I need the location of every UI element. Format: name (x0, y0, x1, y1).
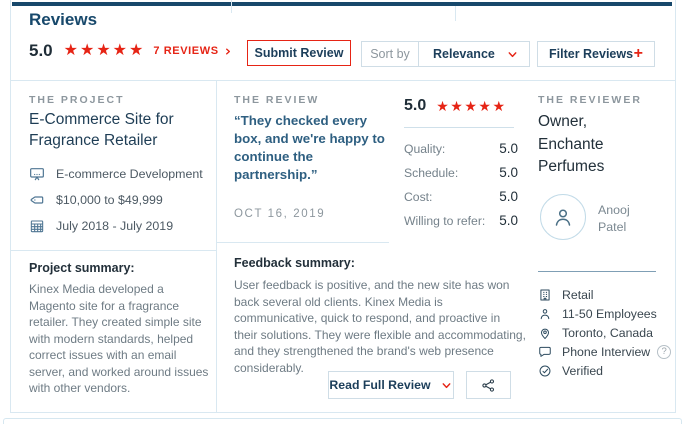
tab-divider-right (455, 6, 456, 21)
sort-selected-value: Relevance (433, 47, 495, 61)
feedback-summary-text: User feedback is positive, and the new s… (234, 278, 526, 375)
overall-score: 5.0 (29, 41, 53, 60)
reviewer-avatar (540, 194, 586, 240)
rating-metrics: Quality: 5.0 Schedule: 5.0 Cost: 5.0 Wil… (404, 137, 518, 233)
reviewer-detail-verified: Verified (538, 361, 671, 380)
plus-icon: + (633, 45, 643, 62)
metric-quality: Quality: 5.0 (404, 137, 518, 161)
column-divider (216, 81, 217, 413)
reviewer-detail-location: Toronto, Canada (538, 323, 671, 342)
reviewer-detail-industry: Retail (538, 285, 671, 304)
read-full-review-button[interactable]: Read Full Review (328, 371, 454, 399)
project-section-divider (11, 250, 216, 251)
review-stars: ★★★★★ (436, 98, 507, 114)
reviewer-detail-interview: Phone Interview ? (538, 342, 672, 361)
read-full-review-label: Read Full Review (329, 378, 431, 392)
metric-value: 5.0 (499, 141, 518, 156)
project-detail-service: E-commerce Development (29, 161, 203, 187)
service-screen-icon (29, 166, 45, 182)
metric-cost: Cost: 5.0 (404, 185, 518, 209)
reviewer-divider (538, 271, 656, 272)
review-rating-row: 5.0 ★★★★★ (404, 97, 507, 115)
project-title: E-Commerce Site for Fragrance Retailer (29, 111, 174, 149)
metric-label: Schedule: (404, 166, 459, 180)
active-tab-indicator (12, 2, 672, 6)
budget-tag-icon (29, 192, 45, 208)
service-line: E-commerce Development (56, 167, 203, 181)
reviewer-name: Anooj Patel (598, 203, 630, 234)
card-top-border (11, 80, 675, 81)
rating-divider (404, 127, 514, 128)
metric-label: Quality: (404, 142, 446, 156)
overall-rating-row: 5.0 ★★★★★ 7 REVIEWS (29, 40, 232, 62)
review-score: 5.0 (404, 97, 427, 114)
page-title: Reviews (29, 10, 98, 29)
review-quote: “They checked every box, and we're happy… (234, 113, 385, 182)
share-icon (482, 378, 495, 392)
feedback-summary-label: Feedback summary: (234, 256, 355, 270)
calendar-icon (29, 218, 45, 234)
project-detail-budget: $10,000 to $49,999 (29, 187, 203, 213)
overall-stars: ★★★★★ (63, 42, 146, 59)
review-date: OCT 16, 2019 (234, 208, 326, 220)
metric-value: 5.0 (499, 213, 518, 228)
project-summary-label: Project summary: (29, 261, 135, 275)
reviewer-details-list: Retail 11-50 Employees Toronto, Canada P… (538, 285, 672, 380)
interview-value: Phone Interview (562, 344, 651, 359)
reviews-count-link[interactable]: 7 REVIEWS (153, 45, 231, 57)
share-button[interactable] (466, 371, 511, 399)
project-details-list: E-commerce Development $10,000 to $49,99… (29, 161, 203, 239)
next-review-card-edge (3, 418, 682, 424)
reviews-widget: Reviews 5.0 ★★★★★ 7 REVIEWS Submit Revie… (10, 0, 676, 413)
reviewer-section-label: THE REVIEWER (538, 94, 642, 106)
tab-divider-left (231, 0, 232, 13)
project-detail-timeline: July 2018 - July 2019 (29, 213, 203, 239)
filter-reviews-button[interactable]: Filter Reviews + (537, 41, 655, 67)
chevron-right-icon (225, 48, 230, 54)
timeline-line: July 2018 - July 2019 (56, 219, 174, 233)
metric-schedule: Schedule: 5.0 (404, 161, 518, 185)
reviews-count-label: 7 REVIEWS (153, 45, 219, 57)
budget-line: $10,000 to $49,999 (56, 193, 163, 207)
verified-value: Verified (562, 363, 604, 378)
metric-label: Cost: (404, 190, 433, 204)
project-summary-text: Kinex Media developed a Magento site for… (29, 282, 209, 395)
reviewer-title: Owner, Enchante Perfumes (538, 113, 605, 175)
chevron-down-icon (442, 382, 451, 388)
employees-value: 11-50 Employees (562, 306, 657, 321)
metric-willing-to-refer: Willing to refer: 5.0 (404, 209, 518, 233)
sort-control: Sort by Relevance (361, 41, 530, 67)
review-section-divider (217, 242, 389, 243)
metric-value: 5.0 (499, 165, 518, 180)
project-section-label: THE PROJECT (29, 94, 125, 106)
filter-reviews-label: Filter Reviews (549, 47, 634, 61)
help-icon[interactable]: ? (657, 344, 672, 359)
chevron-down-icon (508, 51, 517, 57)
metric-label: Willing to refer: (404, 214, 486, 228)
interview-chat-icon (538, 345, 552, 359)
metric-value: 5.0 (499, 189, 518, 204)
location-value: Toronto, Canada (562, 325, 653, 340)
review-section-label: THE REVIEW (234, 94, 320, 106)
industry-value: Retail (562, 287, 594, 302)
sort-by-label: Sort by (362, 42, 419, 66)
location-pin-icon (538, 326, 552, 340)
verified-check-icon (538, 364, 552, 378)
reviewer-detail-employees: 11-50 Employees (538, 304, 671, 323)
submit-review-button[interactable]: Submit Review (247, 40, 351, 66)
employees-person-icon (538, 307, 552, 321)
industry-building-icon (538, 288, 552, 302)
sort-dropdown[interactable]: Relevance (419, 42, 529, 66)
person-icon (555, 209, 571, 226)
